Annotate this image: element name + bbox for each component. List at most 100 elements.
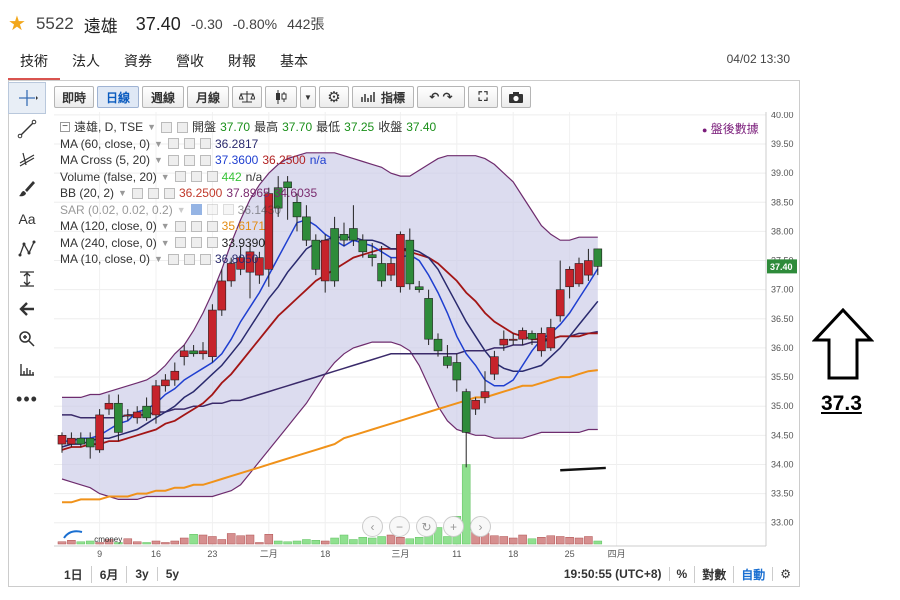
chevron-down-icon[interactable]: ▼ (154, 254, 163, 264)
chevron-down-icon[interactable]: ▼ (154, 155, 163, 165)
brush-tool-icon[interactable] (8, 174, 46, 204)
text-tool-icon[interactable]: Aa (18, 211, 36, 227)
settings-icon[interactable] (190, 171, 202, 183)
range-5y[interactable]: 5y (165, 567, 180, 581)
snapshot-button[interactable] (501, 86, 531, 108)
trendline-tool-icon[interactable] (8, 114, 46, 144)
close-icon[interactable] (206, 171, 218, 183)
price-chart[interactable]: 40.0039.5039.0038.5038.0037.5037.0036.50… (54, 112, 798, 564)
eye-icon[interactable] (174, 171, 186, 183)
tab-technical[interactable]: 技術 (8, 48, 60, 80)
legend-ma120: MA (120, close, 0) ▼ 35.6171 (60, 218, 436, 235)
tab-basic[interactable]: 基本 (280, 53, 308, 69)
settings-icon[interactable] (183, 253, 195, 265)
chart-type-button[interactable] (265, 86, 297, 108)
daily-button[interactable]: 日線 (97, 86, 139, 108)
realtime-button[interactable]: 即時 (54, 86, 94, 108)
eye-icon[interactable] (174, 237, 186, 249)
candle (584, 260, 593, 276)
monthly-button[interactable]: 月線 (187, 86, 229, 108)
range-3y[interactable]: 3y (127, 567, 158, 581)
close-icon[interactable] (206, 220, 218, 232)
eye-icon[interactable] (167, 154, 179, 166)
volume-bar (292, 540, 302, 545)
close-icon[interactable] (222, 204, 234, 216)
scroll-left-icon[interactable]: ‹ (362, 516, 383, 537)
undo-redo-button[interactable]: ↶ ↷ (417, 86, 465, 108)
gear-icon[interactable]: ⚙ (772, 567, 798, 581)
settings-icon[interactable] (183, 138, 195, 150)
indicators-button[interactable]: 指標 (352, 86, 414, 108)
chevron-down-icon[interactable]: ▼ (160, 221, 170, 231)
weekly-button[interactable]: 週線 (142, 86, 184, 108)
fib-tool-icon[interactable] (8, 144, 46, 174)
volume-bar (283, 541, 292, 545)
chevron-down-icon[interactable]: ▼ (118, 188, 127, 198)
eye-icon[interactable] (174, 220, 186, 232)
candle (170, 370, 180, 381)
close-value: 37.40 (406, 120, 437, 134)
tab-margin[interactable]: 資券 (124, 53, 152, 69)
zoom-out-icon[interactable]: − (389, 516, 410, 537)
favorite-star-icon[interactable]: ★ (8, 13, 26, 35)
settings-icon[interactable] (147, 187, 159, 199)
crosshair-tool-icon[interactable] (8, 82, 46, 114)
volume-bar (76, 541, 86, 545)
pattern-tool-icon[interactable] (8, 234, 46, 264)
volume-bar (264, 534, 274, 545)
settings-icon[interactable] (206, 204, 218, 216)
back-arrow-icon[interactable] (8, 294, 46, 324)
chart-type-dropdown[interactable]: ▼ (300, 86, 316, 108)
zoom-icon[interactable] (8, 324, 46, 354)
close-icon[interactable] (206, 237, 218, 249)
tab-revenue[interactable]: 營收 (176, 53, 204, 69)
legend-name: MA (120, close, 0) (60, 219, 157, 233)
after-hours-label[interactable]: ● 盤後數據 (702, 122, 759, 136)
more-icon[interactable]: ••• (16, 388, 38, 409)
tab-institutional[interactable]: 法人 (72, 53, 100, 69)
chevron-down-icon[interactable]: ▼ (160, 171, 170, 182)
log-toggle[interactable]: 對數 (694, 565, 733, 583)
collapse-icon[interactable]: − (60, 122, 70, 133)
candle (396, 234, 405, 288)
chevron-down-icon[interactable]: ▼ (176, 204, 186, 215)
range-6m[interactable]: 6月 (92, 565, 128, 583)
eye-icon[interactable] (167, 138, 179, 150)
percent-toggle[interactable]: % (668, 567, 695, 581)
eye-icon[interactable] (190, 204, 202, 216)
quote-header: ★ 5522 遠雄 37.40 -0.30 -0.80% 442張 (8, 10, 324, 38)
tab-financials[interactable]: 財報 (228, 53, 256, 69)
reset-icon[interactable]: ↻ (416, 516, 437, 537)
x-tick-label: 四月 (608, 549, 626, 559)
eye-icon[interactable] (161, 121, 173, 133)
y-tick-label: 35.00 (771, 401, 794, 411)
close-icon[interactable] (199, 154, 211, 166)
measure-tool-icon[interactable] (8, 264, 46, 294)
chevron-down-icon[interactable]: ▼ (154, 138, 163, 149)
y-tick-label: 34.50 (771, 430, 794, 440)
eye-icon[interactable] (167, 253, 179, 265)
settings-button[interactable]: ⚙ (319, 86, 349, 108)
ruler-icon[interactable] (8, 354, 46, 384)
candle (565, 268, 574, 288)
settings-icon[interactable] (183, 154, 195, 166)
volume-bar (151, 540, 161, 545)
close-icon[interactable] (199, 138, 211, 150)
chevron-down-icon[interactable]: ▼ (147, 122, 157, 132)
settings-icon[interactable] (177, 121, 189, 133)
auto-toggle[interactable]: 自動 (733, 565, 772, 583)
zoom-in-icon[interactable]: + (443, 516, 464, 537)
chevron-down-icon[interactable]: ▼ (160, 237, 170, 248)
settings-icon[interactable] (190, 237, 202, 249)
undo-icon[interactable]: ↶ (429, 90, 440, 104)
close-icon[interactable] (199, 253, 211, 265)
scroll-right-icon[interactable]: › (470, 516, 491, 537)
close-icon[interactable] (163, 187, 175, 199)
compare-button[interactable] (232, 86, 262, 108)
eye-icon[interactable] (131, 187, 143, 199)
range-1d[interactable]: 1日 (56, 565, 92, 583)
candle (255, 257, 264, 276)
fullscreen-button[interactable]: ⛶ (468, 86, 498, 108)
redo-icon[interactable]: ↷ (442, 90, 453, 104)
settings-icon[interactable] (190, 220, 202, 232)
